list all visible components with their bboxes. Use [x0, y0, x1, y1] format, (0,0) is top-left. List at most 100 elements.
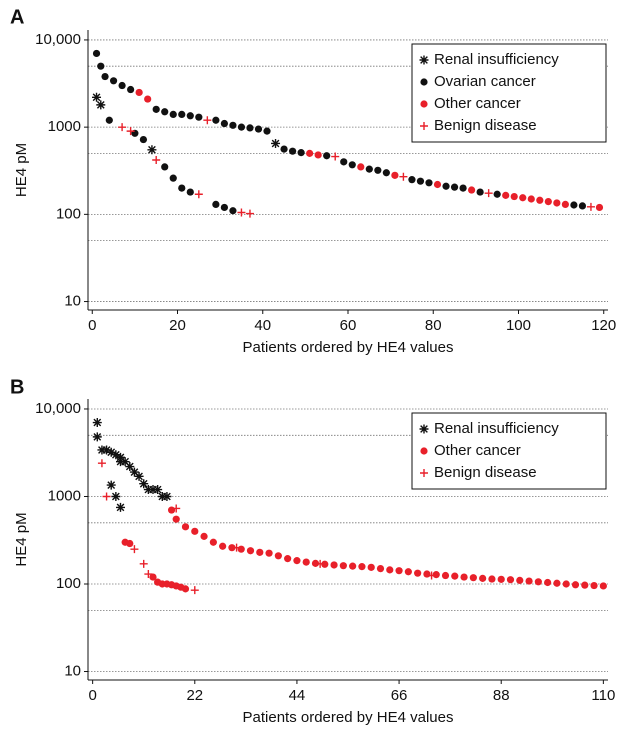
data-point — [92, 49, 101, 58]
data-point — [441, 571, 450, 580]
data-point — [339, 562, 347, 570]
data-point — [120, 457, 130, 467]
data-point — [570, 201, 578, 209]
legend-box — [411, 43, 607, 143]
x-tick-label: 66 — [391, 687, 408, 704]
y-tick-label: 100 — [56, 205, 81, 222]
data-point — [293, 557, 301, 565]
data-point — [220, 203, 228, 212]
y-tick-label: 10,000 — [35, 31, 81, 48]
legend-label: Other cancer — [434, 442, 521, 459]
data-point — [152, 155, 161, 164]
data-point — [288, 147, 297, 155]
data-point — [195, 113, 203, 121]
data-point — [134, 471, 144, 481]
data-point — [135, 88, 143, 97]
data-point — [181, 585, 190, 593]
data-point — [111, 491, 121, 501]
data-point — [497, 575, 505, 583]
data-point — [274, 552, 282, 560]
data-point — [200, 532, 208, 540]
legend: Renal insufficiency Other cancer Benign di… — [411, 412, 607, 490]
legend: Renal insufficiency Ovarian cancer Other c… — [411, 43, 607, 143]
legend-marker — [419, 55, 429, 65]
data-point — [144, 570, 153, 579]
data-point — [416, 177, 425, 185]
data-point — [510, 192, 518, 201]
data-point — [143, 485, 153, 495]
data-point — [92, 418, 102, 428]
data-point — [109, 77, 118, 85]
data-point — [111, 450, 121, 460]
data-point — [153, 485, 163, 495]
legend-label: Renal insufficiency — [434, 51, 559, 68]
legend-label: Renal insufficiency — [434, 420, 559, 437]
data-point — [423, 570, 431, 578]
data-point — [139, 479, 149, 489]
data-point — [246, 124, 254, 132]
data-point — [162, 491, 172, 501]
data-point — [245, 209, 254, 218]
data-point — [340, 158, 348, 166]
data-point — [357, 163, 365, 171]
data-point — [209, 538, 217, 546]
data-point — [181, 523, 190, 531]
data-point — [172, 515, 180, 523]
legend-label: Benign disease — [434, 464, 537, 481]
data-point — [157, 491, 167, 501]
data-point — [106, 447, 116, 457]
data-point — [433, 180, 442, 189]
legend-box — [411, 412, 607, 490]
data-point — [376, 564, 385, 573]
data-point — [476, 188, 484, 196]
data-point — [590, 581, 598, 590]
data-point — [442, 182, 450, 190]
data-point — [220, 119, 228, 128]
data-point — [506, 576, 515, 584]
data-point — [232, 543, 241, 552]
data-point — [519, 194, 527, 202]
data-point — [106, 480, 116, 490]
data-point — [254, 125, 263, 133]
x-tick-label: 40 — [254, 317, 271, 334]
data-point — [229, 207, 237, 215]
data-point — [581, 581, 589, 589]
data-point — [348, 161, 356, 169]
data-point — [186, 112, 194, 120]
data-point — [271, 138, 281, 148]
data-point — [544, 198, 552, 206]
data-point — [92, 432, 102, 442]
data-point — [105, 116, 113, 124]
y-tick-label: 10,000 — [35, 400, 81, 417]
data-point — [92, 92, 102, 102]
data-point — [408, 176, 416, 184]
data-point — [391, 171, 399, 179]
data-point — [97, 445, 107, 455]
data-point — [190, 586, 199, 595]
data-point — [116, 502, 125, 512]
data-point — [427, 571, 436, 580]
data-point — [167, 506, 176, 514]
data-point — [302, 558, 310, 566]
data-point — [102, 445, 112, 455]
data-point — [191, 527, 199, 535]
data-point — [237, 123, 246, 131]
x-tick-label: 20 — [169, 317, 186, 334]
data-point — [365, 165, 373, 173]
data-point — [246, 547, 255, 555]
panel-label: B — [10, 376, 24, 398]
data-point — [468, 186, 476, 194]
panel-label: A — [10, 6, 24, 28]
data-point — [306, 149, 314, 157]
legend-marker — [419, 424, 429, 434]
data-point — [562, 580, 570, 588]
data-point — [139, 559, 148, 568]
data-point — [178, 184, 186, 192]
data-point — [460, 573, 468, 581]
data-point — [536, 196, 544, 204]
x-tick-label: 88 — [493, 687, 510, 704]
data-point — [237, 545, 245, 553]
data-point — [316, 559, 325, 568]
legend-marker — [420, 122, 428, 130]
data-point — [425, 179, 433, 187]
